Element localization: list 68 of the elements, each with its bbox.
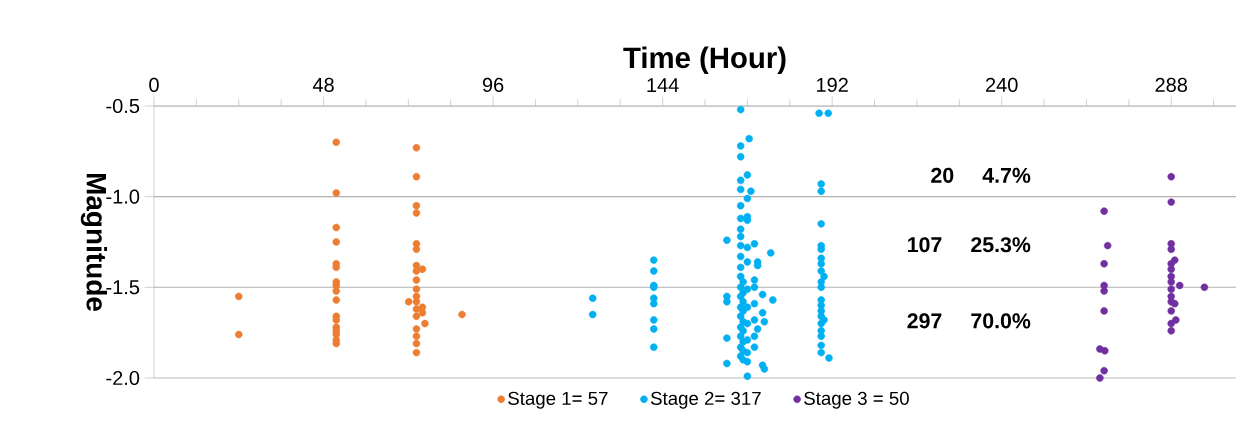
point bbox=[235, 292, 243, 301]
point bbox=[412, 325, 421, 333]
point bbox=[412, 332, 421, 341]
point bbox=[1167, 285, 1175, 293]
point bbox=[1101, 347, 1109, 355]
point bbox=[332, 223, 340, 232]
point bbox=[1167, 245, 1175, 253]
point bbox=[235, 330, 243, 339]
point bbox=[412, 209, 421, 217]
point bbox=[412, 276, 421, 284]
annotation: 20 bbox=[931, 167, 954, 183]
point bbox=[412, 143, 421, 152]
legend-label: Stage 2= 317 bbox=[650, 391, 761, 409]
point bbox=[412, 172, 421, 181]
point bbox=[1100, 307, 1108, 315]
y-tick-label: -1.5 bbox=[106, 280, 140, 295]
point bbox=[412, 312, 421, 321]
point bbox=[1100, 207, 1108, 215]
x-tick-label: 288 bbox=[1155, 77, 1188, 92]
point bbox=[1167, 327, 1175, 335]
point bbox=[412, 348, 421, 357]
point bbox=[1100, 287, 1108, 295]
point bbox=[418, 265, 427, 273]
point bbox=[458, 310, 466, 319]
point bbox=[1171, 299, 1179, 308]
x-axis-title: Time (Hour) bbox=[623, 46, 786, 74]
y-axis-title: Magnitude bbox=[80, 173, 108, 312]
annotation: 4.7% bbox=[982, 167, 1031, 183]
point bbox=[1167, 319, 1175, 328]
x-tick-label: 144 bbox=[647, 78, 679, 92]
point bbox=[412, 201, 421, 210]
annotation: 297 bbox=[907, 313, 942, 329]
point bbox=[1175, 281, 1184, 290]
point bbox=[1100, 366, 1108, 375]
point bbox=[332, 287, 340, 295]
point bbox=[404, 298, 413, 306]
y-tick-label: -1.0 bbox=[106, 189, 140, 204]
x-tick-label: 192 bbox=[817, 77, 848, 92]
x-tick-label: 96 bbox=[482, 77, 504, 92]
point bbox=[1100, 260, 1108, 268]
point bbox=[1167, 198, 1175, 206]
y-tick-label: -2.0 bbox=[106, 370, 140, 386]
point bbox=[1167, 307, 1175, 315]
x-tick-label: 0 bbox=[149, 77, 159, 92]
point bbox=[332, 189, 340, 197]
point bbox=[412, 285, 421, 293]
point bbox=[1096, 374, 1104, 382]
annotation: 107 bbox=[908, 237, 942, 253]
point bbox=[332, 138, 340, 146]
point bbox=[332, 316, 340, 324]
legend-label: Stage 3 = 50 bbox=[804, 391, 909, 409]
point bbox=[332, 296, 340, 304]
point bbox=[1167, 278, 1175, 286]
point bbox=[332, 238, 340, 246]
point bbox=[412, 298, 421, 306]
x-tick-label: 48 bbox=[312, 77, 334, 92]
x-tick-label: 240 bbox=[986, 77, 1018, 92]
point bbox=[412, 339, 421, 348]
point bbox=[1103, 241, 1112, 250]
point bbox=[412, 245, 421, 253]
legend-label: Stage 1= 57 bbox=[508, 391, 608, 409]
point bbox=[1167, 172, 1175, 181]
annotation: 25.3% bbox=[971, 237, 1031, 253]
y-tick-label: -0.5 bbox=[106, 98, 140, 114]
point bbox=[1167, 265, 1175, 273]
annotation: 70.0% bbox=[971, 313, 1031, 329]
point bbox=[1200, 283, 1209, 292]
point bbox=[421, 319, 429, 328]
